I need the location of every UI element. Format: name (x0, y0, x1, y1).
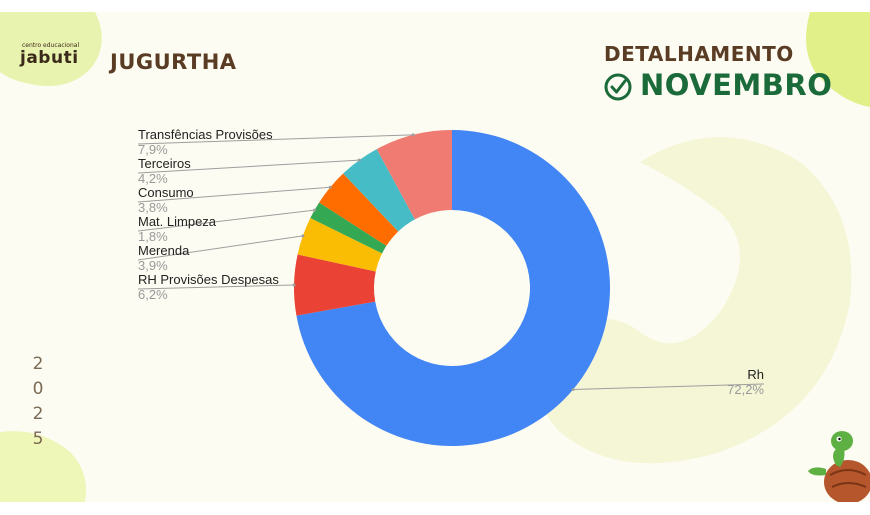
pie-slice (310, 202, 387, 254)
leader-line (573, 383, 765, 390)
turtle-silhouette (540, 137, 852, 464)
leaf-bottom-left (0, 431, 86, 502)
slice-label: Merenda (138, 243, 190, 258)
slice-label: Consumo (138, 185, 194, 200)
leaf-top-left (0, 12, 102, 86)
background-decor (0, 12, 870, 502)
pie-slice (297, 218, 383, 272)
logo-tagline: centro educacional (22, 42, 80, 49)
slice-value-label: 3,9% (138, 258, 168, 273)
logo: jabuti (20, 48, 79, 68)
section-subtitle: DETALHAMENTO (604, 42, 794, 66)
leader-dot (357, 158, 361, 162)
leader-dot (313, 208, 317, 212)
leaf-top-right (806, 12, 870, 107)
slide: centro educacional jabuti JUGURTHA DETAL… (0, 12, 870, 502)
leader-dot (301, 234, 305, 238)
slice-value-label: 3,8% (138, 200, 168, 215)
slice-value-label: 4,2% (138, 171, 168, 186)
leader-dot (328, 185, 332, 189)
slice-label: RH Provisões Despesas (138, 272, 279, 287)
year-digit: 0 (32, 379, 44, 399)
leader-line (137, 186, 331, 203)
leader-line (137, 284, 295, 290)
page-title: JUGURTHA (110, 50, 237, 74)
check-circle-icon (604, 73, 632, 101)
leader-line (137, 159, 360, 174)
pie-slice (343, 149, 415, 232)
slice-label: Rh (747, 367, 764, 382)
month-label: NOVEMBRO (640, 68, 833, 102)
year-digit: 5 (32, 429, 44, 449)
year-digit: 2 (32, 404, 44, 424)
pie-slice (294, 254, 376, 316)
turtle-icon (808, 431, 870, 502)
year-digit: 2 (32, 354, 44, 374)
slice-value-label: 72,2% (727, 382, 764, 397)
leader-line (137, 235, 303, 261)
leader-dot (411, 133, 415, 137)
pie-slice (296, 130, 610, 446)
slice-value-label: 7,9% (138, 142, 168, 157)
leader-dot (292, 283, 296, 287)
leader-line (137, 134, 414, 145)
leader-line (137, 209, 315, 232)
slice-label: Transfências Provisões (138, 127, 273, 142)
slice-value-label: 1,8% (138, 229, 168, 244)
pie-slice (376, 130, 452, 220)
pie-slice (319, 173, 399, 246)
slice-value-label: 6,2% (138, 287, 168, 302)
year-vertical: 2 0 2 5 (30, 352, 46, 452)
leader-dot (571, 387, 575, 391)
slice-label: Mat. Limpeza (138, 214, 217, 229)
slice-label: Terceiros (138, 156, 191, 171)
